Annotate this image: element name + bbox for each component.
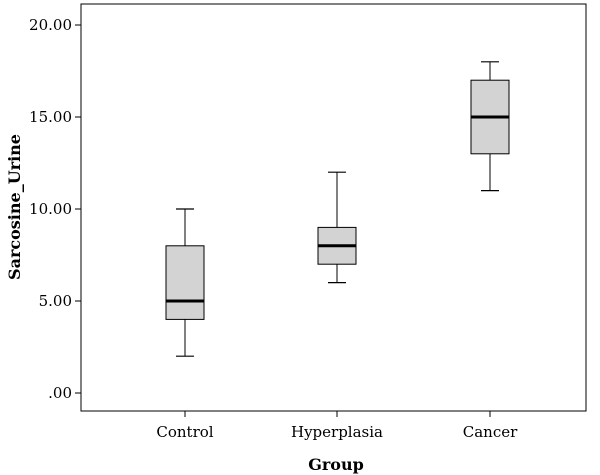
x-axis: Control Hyperplasia Cancer — [156, 411, 518, 441]
box-cancer — [470, 61, 510, 192]
y-tick-label: .00 — [48, 384, 72, 402]
y-tick-label: 15.00 — [29, 108, 72, 126]
box-hyperplasia — [317, 171, 357, 284]
y-axis-title: Sarcosine_Urine — [5, 134, 24, 280]
x-tick-label: Hyperplasia — [291, 423, 383, 441]
y-tick-label: 10.00 — [29, 200, 72, 218]
boxes-layer — [165, 61, 510, 357]
y-tick-label: 20.00 — [29, 16, 72, 34]
box-control — [165, 208, 205, 357]
x-tick-label: Control — [156, 423, 213, 441]
x-tick-label: Cancer — [463, 423, 518, 441]
plot-area-frame — [80, 3, 587, 412]
y-axis: .00 5.00 10.00 15.00 20.00 — [29, 16, 81, 402]
x-axis-title: Group — [308, 455, 364, 474]
iqr-box — [165, 245, 205, 320]
y-tick-label: 5.00 — [39, 292, 72, 310]
